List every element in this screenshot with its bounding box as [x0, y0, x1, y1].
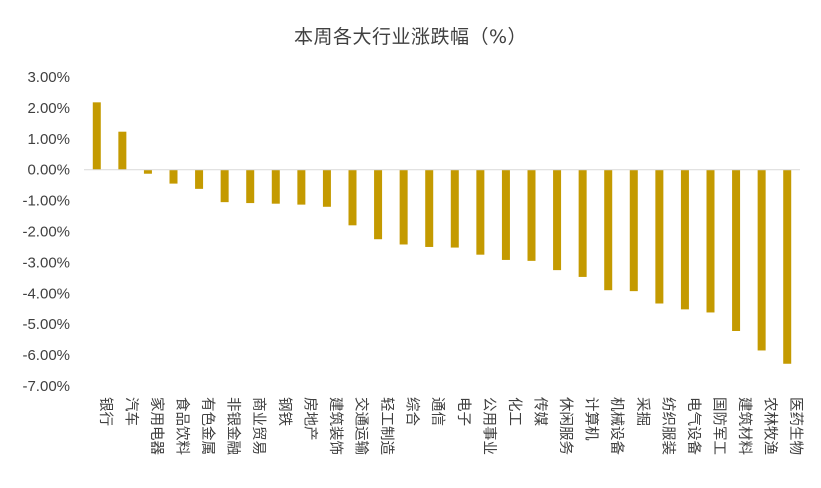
bar	[297, 169, 306, 205]
bar	[553, 169, 562, 271]
bars	[92, 102, 792, 364]
category-label: 计算机	[583, 397, 600, 441]
category-label: 采掘	[634, 397, 651, 426]
category-label: 建筑装饰	[327, 397, 344, 455]
bar	[757, 169, 766, 351]
category-label: 医药生物	[787, 397, 804, 455]
bar	[143, 169, 152, 174]
bar	[220, 169, 229, 203]
y-tick-label: -7.00%	[22, 378, 70, 395]
category-label: 化工	[506, 397, 523, 426]
bar	[578, 169, 587, 277]
category-label: 通信	[429, 397, 446, 426]
y-tick-label: -1.00%	[22, 193, 70, 210]
category-label: 机械设备	[608, 397, 625, 455]
category-label: 电子	[455, 397, 472, 426]
y-tick-label: 1.00%	[27, 131, 70, 148]
category-label: 纺织服装	[659, 397, 676, 455]
bar	[604, 169, 613, 291]
y-tick-label: -4.00%	[22, 285, 70, 302]
category-label: 交通运输	[353, 397, 371, 455]
bar	[680, 169, 689, 310]
category-label: 商业贸易	[250, 397, 267, 455]
bar	[655, 169, 664, 304]
bar	[399, 169, 408, 245]
y-tick-label: 3.00%	[27, 69, 70, 86]
category-label: 传媒	[532, 397, 549, 426]
category-label: 有色金属	[199, 397, 216, 455]
bar	[271, 169, 280, 204]
bar	[732, 169, 741, 331]
y-tick-label: 2.00%	[27, 100, 70, 117]
category-label: 汽车	[122, 397, 139, 426]
bar	[629, 169, 638, 292]
bar	[348, 169, 357, 226]
bar	[195, 169, 204, 189]
category-label: 家用电器	[148, 397, 165, 455]
y-axis-ticks: 3.00% 2.00% 1.00% 0.00% -1.00% -2.00% -3.00% -4…	[22, 69, 70, 395]
bar	[92, 102, 101, 170]
y-tick-label: -3.00%	[22, 254, 70, 271]
y-tick-label: 0.00%	[27, 162, 70, 179]
bar	[169, 169, 178, 184]
category-label: 农林牧渔	[762, 397, 779, 455]
bar	[322, 169, 331, 207]
y-tick-label: -5.00%	[22, 316, 70, 333]
bar	[783, 169, 792, 364]
bar	[425, 169, 434, 247]
category-label: 综合	[404, 397, 421, 426]
bar	[118, 131, 127, 170]
bar	[374, 169, 383, 240]
y-tick-label: -6.00%	[22, 347, 70, 364]
y-tick-label: -2.00%	[22, 224, 70, 241]
bar	[476, 169, 485, 255]
category-label: 休闲服务	[557, 397, 574, 455]
category-label: 电气设备	[685, 397, 702, 455]
category-label: 公用事业	[480, 397, 497, 455]
chart-title: 本周各大行业涨跌幅（%）	[293, 26, 528, 48]
category-label: 房地产	[301, 397, 318, 441]
category-label: 钢铁	[276, 397, 293, 426]
category-label: 食品饮料	[174, 397, 191, 455]
category-label: 银行	[97, 397, 114, 426]
bar	[706, 169, 715, 313]
category-label: 国防军工	[711, 397, 728, 455]
category-label: 建筑材料	[736, 397, 753, 455]
bar	[501, 169, 510, 260]
category-label: 非银金融	[225, 397, 242, 455]
x-axis-labels: 银行 汽车 家用电器 食品饮料 有色金属 非银金融 商业贸易 钢铁 房地产 建筑装饰 交通运输 轻工制…	[97, 397, 804, 455]
category-label: 轻工制造	[378, 397, 395, 455]
bar	[527, 169, 536, 261]
bar	[246, 169, 255, 204]
bar	[450, 169, 459, 248]
